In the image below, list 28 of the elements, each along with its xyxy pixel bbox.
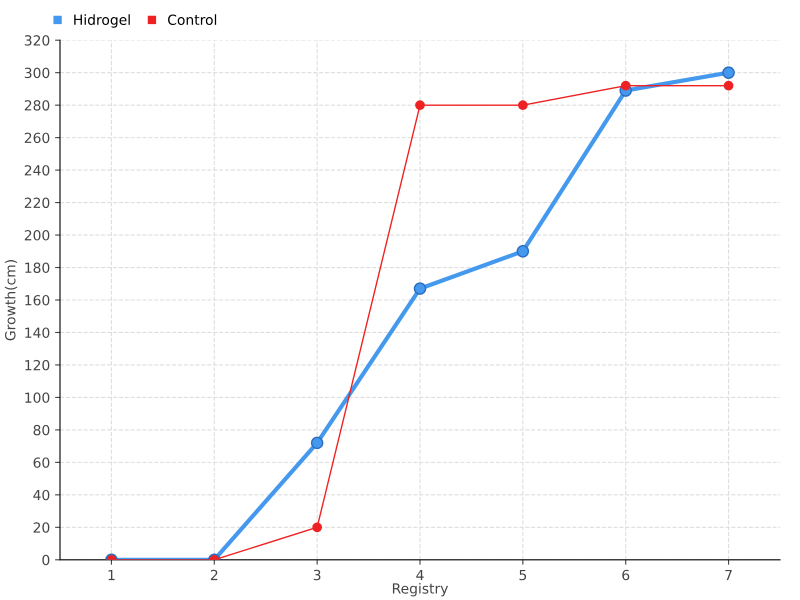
y-tick-label: 140: [25, 327, 50, 338]
x-tick-label: 3: [314, 570, 320, 580]
y-tick-label: 300: [24, 68, 50, 78]
y-tick-label: 180: [25, 262, 50, 273]
y-tick-label: 240: [24, 165, 50, 176]
legend-label: Hidrogel: [74, 14, 130, 28]
legend-label: Control: [168, 14, 216, 26]
x-tick-label: 1: [108, 570, 115, 580]
y-tick-label: 60: [34, 457, 50, 468]
y-tick-label: 320: [24, 35, 50, 46]
y-tick-label: 40: [33, 490, 50, 500]
x-tick-label: 5: [520, 570, 526, 580]
y-tick-label: 160: [25, 294, 50, 306]
y-tick-label: 220: [24, 198, 50, 208]
y-tick-label: 200: [24, 230, 50, 241]
y-tick-label: 260: [24, 132, 50, 144]
y-axis-title: Growth(cm): [4, 260, 18, 340]
y-tick-label: 280: [24, 100, 50, 111]
y-tick-label: 20: [34, 522, 50, 533]
x-tick-label: 2: [210, 570, 218, 580]
y-tick-label: 120: [25, 360, 50, 370]
y-tick-label: 100: [25, 392, 50, 403]
x-tick-label: 4: [416, 570, 424, 580]
x-tick-label: 7: [725, 570, 732, 580]
x-axis-title: Registry: [392, 582, 448, 596]
y-tick-label: 0: [42, 554, 50, 566]
x-tick-label: 6: [622, 570, 630, 580]
y-tick-label: 80: [34, 424, 50, 436]
